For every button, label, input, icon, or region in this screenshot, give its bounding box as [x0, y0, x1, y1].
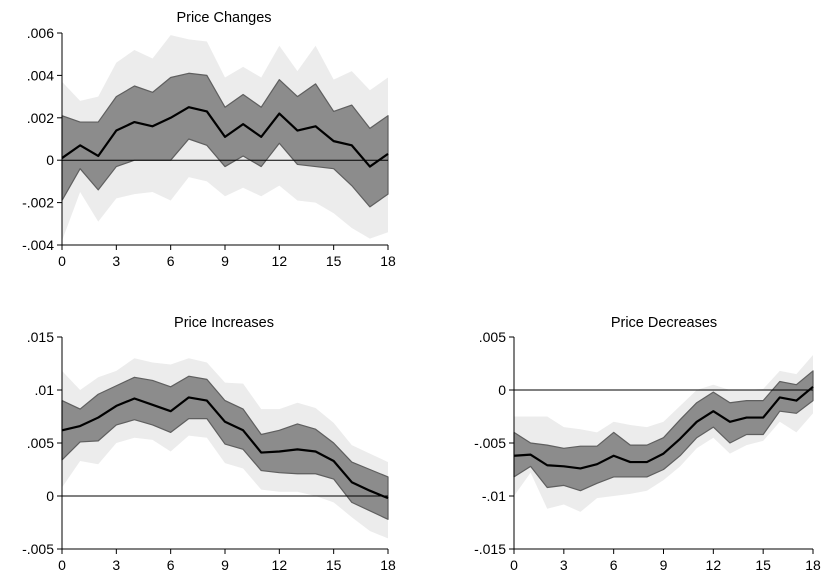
x-tick-label: 12 — [272, 557, 288, 573]
y-tick-label: -.005 — [474, 435, 506, 451]
x-tick-label: 9 — [221, 253, 229, 269]
x-tick-label: 12 — [272, 253, 288, 269]
x-tick-label: 0 — [58, 253, 66, 269]
y-tick-label: -.002 — [22, 195, 54, 211]
x-tick-label: 3 — [112, 557, 120, 573]
x-tick-label: 12 — [706, 557, 722, 573]
outer-confidence-band — [514, 355, 813, 512]
y-tick-label: 0 — [46, 152, 54, 168]
y-tick-label: 0 — [498, 382, 506, 398]
x-tick-label: 6 — [610, 557, 618, 573]
x-tick-label: 9 — [660, 557, 668, 573]
x-tick-label: 3 — [112, 253, 120, 269]
estimate-line — [513, 385, 814, 470]
outer-band-layer — [514, 355, 813, 512]
y-tick-label: .005 — [479, 329, 506, 345]
chart-title: Price Changes — [176, 10, 271, 26]
inner-band-layer — [61, 375, 389, 520]
x-tick-label: 3 — [560, 557, 568, 573]
y-tick-label: .01 — [35, 382, 55, 398]
y-tick-label: .004 — [27, 67, 54, 83]
axes-layer: -.004 -.002 0 .002 .004 .006 0 3 6 9 12 15 18 — [22, 25, 396, 269]
x-tick-label: 18 — [380, 253, 396, 269]
x-tick-label: 0 — [58, 557, 66, 573]
x-tick-label: 18 — [380, 557, 396, 573]
inner-band-layer — [513, 370, 814, 492]
y-tick-label: -.015 — [474, 541, 506, 557]
x-tick-label: 6 — [167, 557, 175, 573]
y-tick-label: .015 — [27, 329, 54, 345]
y-tick-label: -.01 — [482, 488, 506, 504]
estimate-line — [61, 106, 389, 168]
chart-title: Price Decreases — [611, 315, 717, 331]
estimate-layer — [61, 106, 389, 168]
x-tick-label: 15 — [755, 557, 771, 573]
y-tick-label: .006 — [27, 25, 54, 41]
x-tick-label: 15 — [326, 253, 342, 269]
y-tick-label: 0 — [46, 488, 54, 504]
estimate-line — [61, 396, 389, 500]
inner-confidence-band — [513, 370, 814, 492]
y-tick-label: -.004 — [22, 237, 54, 253]
x-tick-label: 18 — [805, 557, 821, 573]
x-tick-label: 9 — [221, 557, 229, 573]
x-tick-label: 15 — [326, 557, 342, 573]
y-tick-label: .002 — [27, 110, 54, 126]
estimate-layer — [513, 385, 814, 470]
estimate-layer — [61, 396, 389, 500]
axes-layer: -.015 -.01 -.005 0 .005 0 3 6 9 12 15 18 — [474, 329, 821, 573]
y-tick-label: .005 — [27, 435, 54, 451]
y-tick-label: -.005 — [22, 541, 54, 557]
inner-confidence-band — [61, 375, 389, 520]
x-tick-label: 6 — [167, 253, 175, 269]
x-tick-label: 0 — [510, 557, 518, 573]
chart-title: Price Increases — [174, 315, 274, 331]
